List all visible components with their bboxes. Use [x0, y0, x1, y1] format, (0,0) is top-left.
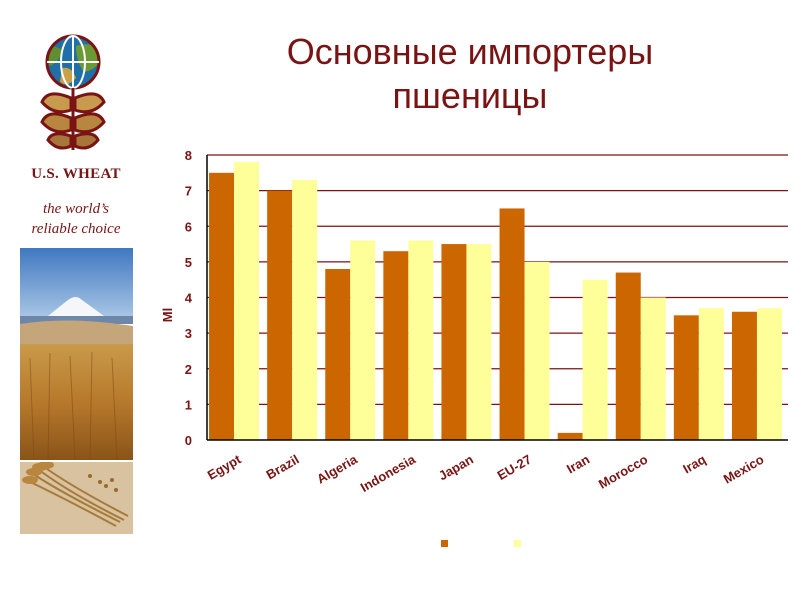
y-tick-6: 6	[185, 219, 192, 234]
x-tick-morocco: Morocco	[596, 452, 650, 492]
legend-swatch-series-1	[441, 540, 448, 547]
bar-eu-27-series-1	[499, 208, 525, 440]
tagline-line-1: the world’s	[43, 201, 109, 217]
bar-morocco-series-2	[640, 297, 666, 440]
bar-brazil-series-2	[292, 179, 318, 440]
wheat-bundle-photo	[20, 462, 133, 534]
y-axis-label: Ml	[160, 308, 175, 322]
legend-swatch-series-2	[514, 540, 521, 547]
bar-algeria-series-1	[325, 269, 351, 440]
chart-bars	[209, 162, 782, 440]
bar-egypt-series-1	[209, 172, 235, 440]
bar-iraq-series-1	[673, 315, 699, 440]
bar-mexico-series-2	[756, 308, 782, 440]
x-tick-egypt: Egypt	[205, 451, 244, 482]
bar-mexico-series-1	[731, 311, 757, 440]
y-tick-8: 8	[185, 148, 192, 163]
slide-title: Основные импортеры пшеницы	[180, 30, 760, 118]
bar-indonesia-series-2	[408, 240, 434, 440]
y-tick-3: 3	[185, 326, 192, 341]
x-tick-eu-27: EU-27	[495, 452, 534, 483]
bar-iran-series-1	[557, 432, 583, 440]
x-tick-indonesia: Indonesia	[358, 451, 419, 495]
x-tick-iran: Iran	[564, 452, 592, 477]
bar-indonesia-series-1	[383, 251, 409, 440]
x-tick-algeria: Algeria	[314, 451, 360, 486]
bar-egypt-series-2	[234, 162, 260, 440]
bar-japan-series-1	[441, 244, 467, 440]
chart-legend	[441, 540, 521, 547]
brand-name: U.S. WHEAT	[31, 166, 121, 182]
bar-japan-series-2	[466, 244, 492, 440]
y-tick-7: 7	[185, 184, 192, 199]
wheat-field-photo	[20, 248, 133, 460]
bar-eu-27-series-2	[524, 261, 550, 440]
y-tick-5: 5	[185, 255, 192, 270]
y-tick-0: 0	[185, 433, 192, 448]
bar-brazil-series-1	[267, 190, 293, 440]
slide-title-line-2: пшеницы	[392, 75, 548, 116]
x-tick-mexico: Mexico	[721, 452, 767, 487]
bar-iraq-series-2	[698, 308, 724, 440]
bar-iran-series-2	[582, 279, 608, 440]
y-tick-labels: 0 1 2 3 4 5 6 7 8	[185, 148, 193, 448]
us-wheat-logo	[40, 34, 106, 150]
slide-title-line-1: Основные импортеры	[286, 31, 654, 72]
y-tick-1: 1	[185, 397, 192, 412]
y-tick-2: 2	[185, 362, 192, 377]
tagline-line-2: reliable choice	[31, 221, 121, 237]
x-tick-brazil: Brazil	[263, 452, 301, 483]
x-tick-japan: Japan	[436, 452, 476, 484]
chart-axes	[206, 155, 788, 441]
bar-algeria-series-2	[350, 240, 376, 440]
x-tick-iraq: Iraq	[680, 452, 708, 477]
y-tick-4: 4	[185, 291, 193, 306]
brand-tagline: the world’s reliable choice	[0, 199, 152, 239]
bar-morocco-series-1	[615, 272, 641, 440]
